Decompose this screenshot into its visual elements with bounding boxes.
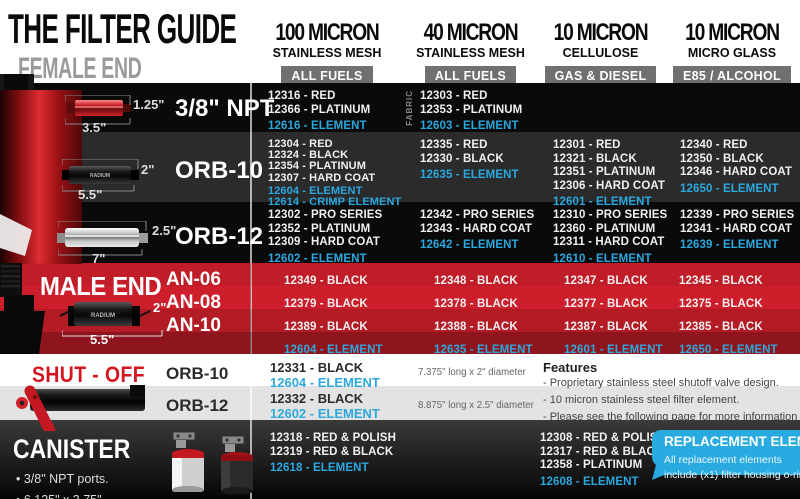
svg-text:RADIUM: RADIUM bbox=[91, 313, 115, 319]
